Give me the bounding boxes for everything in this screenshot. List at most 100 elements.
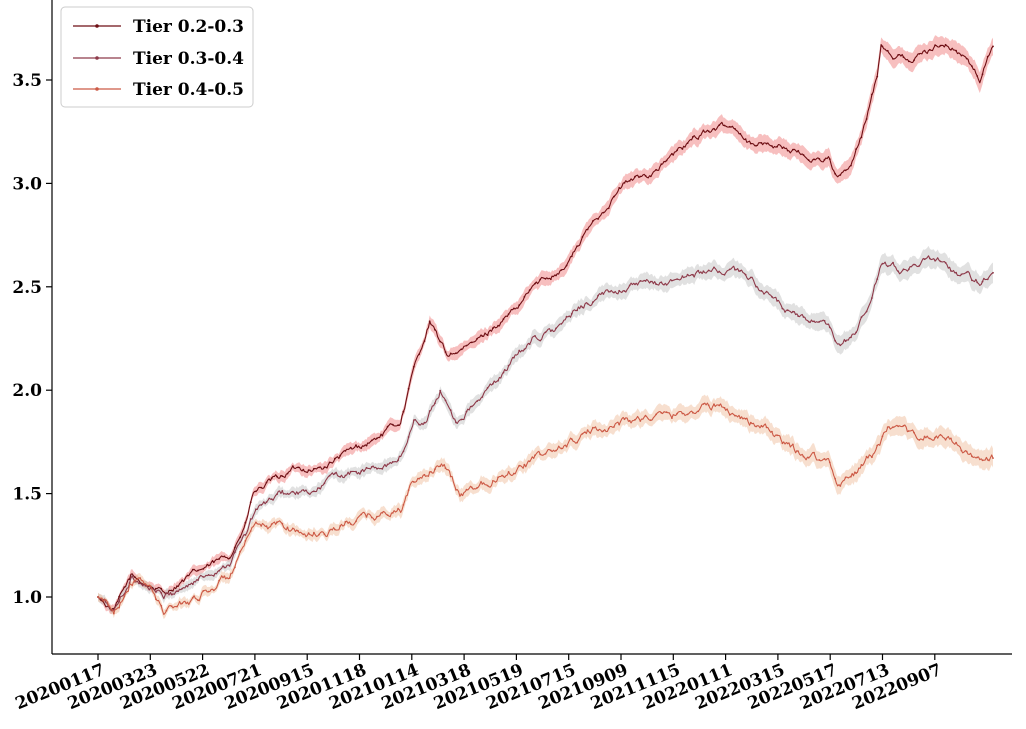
data-point bbox=[428, 471, 431, 473]
data-point bbox=[281, 490, 284, 492]
data-point bbox=[649, 280, 652, 283]
data-point bbox=[523, 463, 526, 466]
data-point bbox=[686, 142, 689, 145]
data-point bbox=[455, 421, 457, 424]
data-point bbox=[897, 54, 900, 56]
data-point bbox=[992, 271, 994, 274]
data-point bbox=[828, 326, 831, 329]
data-point bbox=[881, 435, 884, 438]
data-point bbox=[692, 136, 694, 138]
data-point bbox=[681, 275, 684, 278]
series-markers-1 bbox=[97, 43, 994, 610]
data-point bbox=[244, 540, 247, 542]
data-point bbox=[570, 312, 573, 315]
data-point bbox=[786, 309, 789, 312]
data-point bbox=[665, 159, 668, 162]
data-point bbox=[276, 493, 278, 496]
data-point bbox=[739, 269, 742, 272]
data-point bbox=[518, 304, 521, 307]
data-point bbox=[928, 437, 931, 440]
data-point bbox=[786, 149, 789, 152]
data-point bbox=[418, 423, 420, 426]
data-point bbox=[507, 313, 510, 315]
data-point bbox=[291, 527, 294, 530]
data-point bbox=[260, 486, 263, 489]
data-point bbox=[907, 430, 910, 432]
data-point bbox=[965, 450, 968, 453]
data-point bbox=[718, 270, 721, 273]
data-point bbox=[628, 180, 631, 182]
data-point bbox=[407, 387, 410, 390]
data-point bbox=[144, 583, 147, 585]
data-point bbox=[386, 514, 389, 516]
data-point bbox=[581, 306, 584, 309]
data-point bbox=[323, 482, 326, 485]
data-point bbox=[528, 460, 531, 463]
data-point bbox=[797, 149, 800, 152]
data-point bbox=[765, 426, 768, 429]
data-point bbox=[928, 257, 931, 260]
data-point bbox=[302, 533, 305, 536]
data-point bbox=[692, 273, 694, 276]
data-point bbox=[513, 356, 515, 359]
data-point bbox=[360, 470, 363, 473]
data-point bbox=[191, 583, 194, 586]
data-point bbox=[534, 335, 536, 337]
data-point bbox=[434, 328, 436, 331]
data-point bbox=[660, 411, 663, 414]
data-point bbox=[444, 399, 447, 402]
data-point bbox=[713, 266, 715, 269]
data-point bbox=[855, 331, 857, 334]
data-point bbox=[186, 601, 189, 604]
data-point bbox=[313, 531, 315, 534]
data-point bbox=[639, 280, 642, 282]
data-point bbox=[950, 48, 952, 51]
legend-entry-3: Tier 0.4-0.5 bbox=[73, 80, 244, 100]
data-point bbox=[818, 158, 821, 160]
data-point bbox=[202, 576, 205, 578]
data-point bbox=[586, 429, 589, 432]
data-point bbox=[428, 320, 431, 323]
data-point bbox=[170, 605, 173, 608]
data-point bbox=[265, 501, 268, 503]
data-point bbox=[792, 148, 794, 151]
data-point bbox=[318, 466, 320, 469]
data-point bbox=[834, 477, 836, 480]
data-point bbox=[771, 295, 773, 298]
data-point bbox=[539, 339, 542, 342]
data-point bbox=[734, 127, 736, 130]
y-ticks: 1.0 1.5 2.0 2.5 3.0 3.5 bbox=[12, 71, 52, 608]
data-point bbox=[186, 585, 189, 588]
data-point bbox=[302, 489, 305, 491]
data-point bbox=[592, 301, 594, 303]
data-point bbox=[476, 400, 478, 402]
data-point bbox=[934, 44, 936, 47]
data-point bbox=[239, 536, 242, 539]
y-tick-label: 3.5 bbox=[12, 71, 42, 91]
data-point bbox=[355, 520, 357, 523]
data-point bbox=[897, 425, 900, 428]
data-point bbox=[618, 187, 621, 189]
data-point bbox=[160, 587, 163, 590]
data-point bbox=[128, 582, 131, 584]
data-point bbox=[718, 124, 721, 126]
data-point bbox=[602, 211, 605, 214]
data-point bbox=[165, 609, 168, 612]
data-point bbox=[802, 154, 805, 156]
data-point bbox=[860, 316, 863, 319]
data-point bbox=[992, 45, 994, 48]
data-point bbox=[365, 466, 368, 469]
data-point bbox=[944, 438, 947, 441]
data-point bbox=[155, 598, 157, 600]
data-point bbox=[118, 595, 120, 598]
data-point bbox=[349, 523, 352, 525]
data-point bbox=[549, 278, 552, 281]
data-point bbox=[281, 475, 284, 477]
data-point bbox=[634, 283, 636, 286]
data-point bbox=[212, 561, 215, 564]
data-point bbox=[934, 436, 936, 439]
data-point bbox=[871, 297, 873, 299]
data-point bbox=[686, 413, 689, 416]
data-point bbox=[860, 136, 863, 139]
data-point bbox=[255, 521, 257, 524]
